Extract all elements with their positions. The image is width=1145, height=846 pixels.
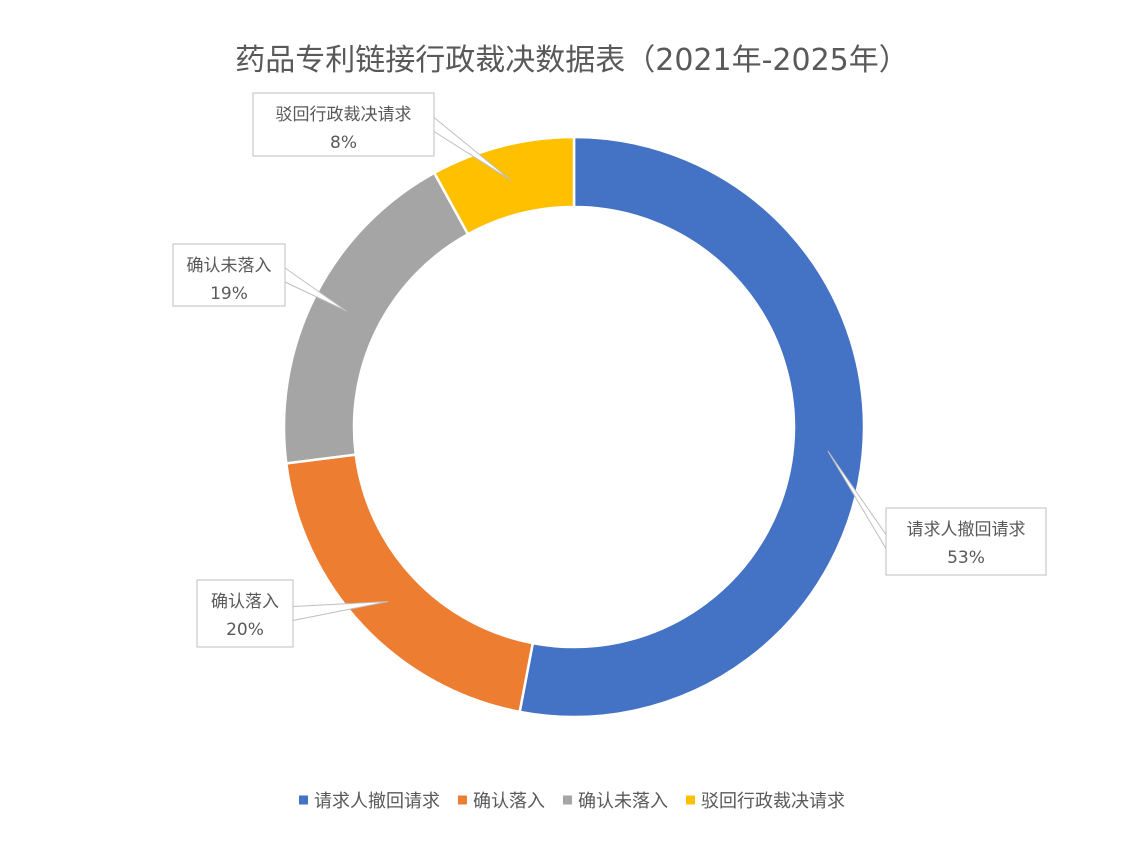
callout-box [172,243,286,307]
callout-box [885,507,1047,576]
doughnut-slice [518,135,866,719]
callout-percent-label: 8% [330,133,357,153]
doughnut-slice [282,171,470,465]
callout-category-label: 确认未落入 [187,256,272,276]
callouts-layer: 请求人撤回请求 53% 确认落入 20% 确认未落入 19% 驳回行政裁决请求 8% [172,92,1047,648]
legend-label: 驳回行政裁决请求 [701,791,845,812]
legend-swatch [686,795,695,805]
doughnut-slice [284,453,535,714]
callout-category-label: 请求人撤回请求 [907,520,1026,540]
callout-percent-label: 20% [226,620,264,640]
legend-label: 请求人撤回请求 [314,791,440,812]
legend: 请求人撤回请求 确认落入 确认未落入 驳回行政裁决请求 [299,791,845,812]
callout-box [196,579,294,648]
callout-box [252,92,435,157]
callout-percent-label: 19% [210,284,248,304]
legend-swatch [563,795,572,805]
callout-category-label: 确认落入 [211,592,279,612]
legend-swatch [299,795,308,805]
legend-label: 确认落入 [473,791,545,812]
slices-layer [282,135,866,719]
callout-percent-label: 53% [947,548,985,568]
legend-label: 确认未落入 [578,791,668,812]
chart-title: 药品专利链接行政裁决数据表（2021年-2025年） [235,43,909,78]
legend-swatch [458,795,467,805]
callout-category-label: 驳回行政裁决请求 [276,105,412,125]
